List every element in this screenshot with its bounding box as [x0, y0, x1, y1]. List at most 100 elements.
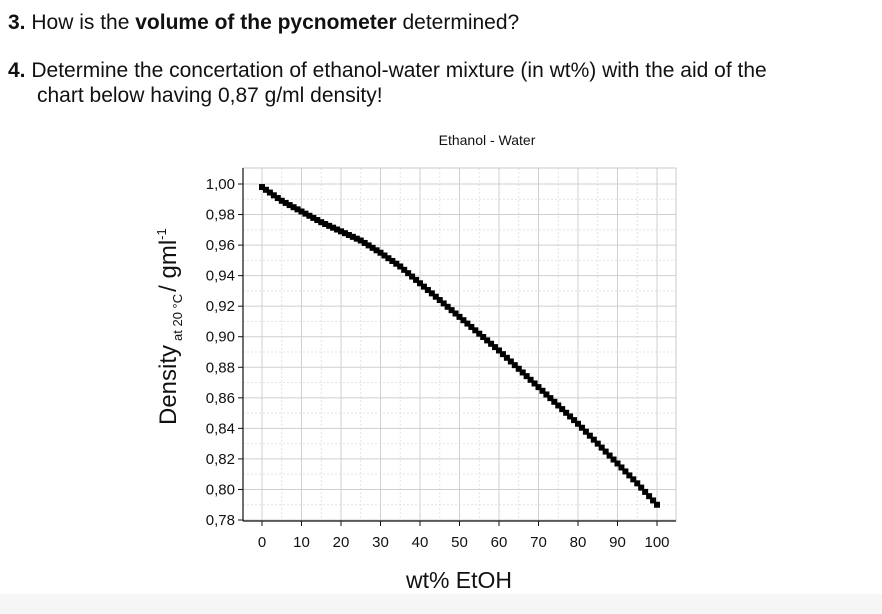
series-marker	[365, 242, 372, 249]
series-point	[357, 237, 364, 244]
series-marker	[314, 217, 321, 224]
series-marker	[330, 224, 337, 231]
question-4-text-line2: chart below having 0,87 g/ml density!	[37, 84, 383, 107]
series-marker	[310, 214, 317, 221]
chart-series	[259, 184, 660, 508]
series-marker	[606, 452, 613, 459]
series-marker	[401, 266, 408, 273]
series-point	[417, 280, 423, 287]
series-marker	[270, 192, 277, 199]
y-tick-label: 0,96	[206, 237, 235, 254]
series-marker	[519, 369, 526, 376]
chart-grid	[243, 168, 676, 521]
series-marker	[602, 448, 609, 455]
series-marker	[369, 244, 376, 251]
x-tick-label: 60	[491, 534, 508, 551]
series-marker	[432, 293, 439, 300]
series-marker	[626, 472, 633, 479]
y-tick-label: 0,90	[206, 329, 235, 346]
series-marker	[618, 464, 625, 471]
y-tick-label: 1,00	[206, 176, 235, 193]
series-marker	[440, 300, 447, 307]
series-marker	[586, 432, 593, 439]
series-marker	[630, 476, 637, 483]
y-tick-label: 0,94	[206, 268, 235, 285]
x-tick-label: 50	[451, 534, 468, 551]
series-marker	[290, 204, 297, 211]
series-marker	[488, 340, 495, 347]
series-marker	[385, 255, 392, 262]
series-point	[654, 501, 660, 508]
x-tick-label: 10	[293, 534, 310, 551]
series-marker	[650, 497, 657, 504]
series-point	[476, 330, 483, 337]
x-tick-label: 90	[609, 534, 626, 551]
x-tick-label: 20	[333, 534, 350, 551]
series-point	[594, 440, 601, 447]
series-marker	[598, 444, 605, 451]
series-marker	[393, 260, 400, 267]
series-marker	[381, 252, 388, 259]
series-point	[259, 184, 265, 191]
series-marker	[571, 417, 578, 424]
x-tick-label: 80	[570, 534, 587, 551]
series-marker	[349, 233, 356, 240]
question-3-text-post: determined?	[396, 11, 520, 34]
series-point	[436, 297, 443, 304]
series-point	[515, 365, 522, 372]
series-marker	[464, 320, 471, 327]
series-marker	[294, 206, 301, 213]
series-point	[377, 249, 384, 256]
y-tick-label: 0,98	[206, 207, 235, 224]
series-point	[397, 263, 404, 270]
series-marker	[480, 334, 487, 341]
series-marker	[373, 247, 380, 254]
series-marker	[345, 232, 352, 239]
series-marker	[567, 413, 574, 420]
series-point	[456, 313, 463, 320]
series-marker	[420, 283, 427, 290]
question-3-number: 3.	[8, 11, 26, 34]
series-marker	[409, 273, 416, 280]
y-tick-label: 0,88	[206, 359, 235, 376]
series-marker	[527, 376, 534, 383]
series-marker	[543, 391, 550, 398]
x-tick-label: 30	[372, 534, 389, 551]
series-marker	[405, 270, 412, 277]
x-tick-label: 100	[644, 534, 669, 551]
series-point	[614, 460, 621, 467]
series-point	[318, 219, 325, 226]
series-marker	[334, 226, 341, 233]
series-marker	[563, 409, 570, 416]
series-marker	[274, 195, 281, 202]
series-point	[535, 384, 542, 391]
series-point	[278, 197, 285, 204]
series-marker	[492, 344, 499, 351]
series-marker	[460, 317, 467, 324]
question-4-text-line1: Determine the concertation of ethanol-wa…	[31, 59, 767, 82]
y-axis-label-main: Density	[155, 345, 182, 425]
bottom-fade-band	[0, 594, 882, 614]
series-point	[298, 208, 305, 215]
series-marker	[266, 189, 273, 196]
series-marker	[551, 398, 558, 405]
series-marker	[511, 362, 518, 369]
series-marker	[503, 354, 510, 361]
series-point	[555, 402, 562, 409]
series-marker	[262, 186, 269, 193]
y-tick-label: 0,80	[206, 481, 235, 498]
question-3-text-bold: volume of the pycnometer	[135, 11, 397, 34]
series-marker	[452, 310, 459, 317]
series-marker	[472, 327, 479, 334]
series-marker	[638, 484, 645, 491]
x-tick-label: 0	[258, 534, 266, 551]
series-marker	[444, 303, 451, 310]
series-marker	[590, 436, 597, 443]
series-marker	[361, 239, 368, 246]
series-point	[496, 347, 502, 354]
series-marker	[523, 373, 530, 380]
chart-title: Ethanol - Water	[439, 132, 536, 148]
series-marker	[559, 406, 566, 413]
x-tick-label: 70	[530, 534, 547, 551]
